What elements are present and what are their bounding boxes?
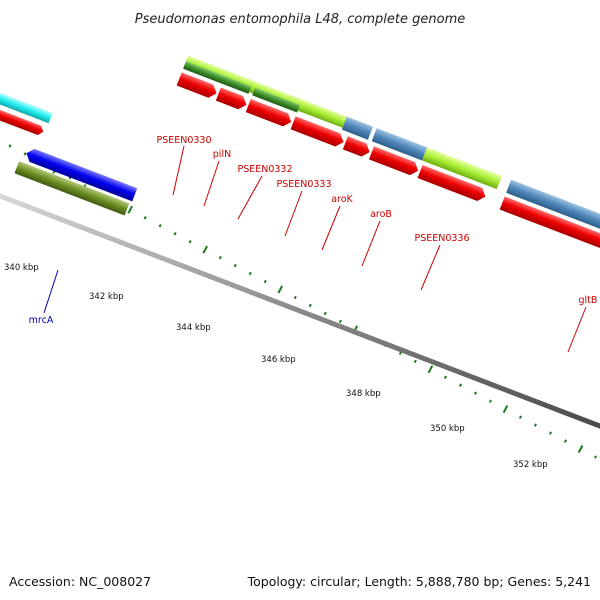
minor-tick: [233, 263, 237, 268]
minor-tick: [263, 279, 267, 284]
lower-feature-track: [14, 148, 138, 216]
upper-feature-track: [0, 55, 600, 277]
leader-line: [420, 244, 441, 291]
gene-label-pseen0336: PSEEN0336: [414, 233, 469, 244]
genome-backbone: [0, 193, 600, 429]
feature-lime: [422, 147, 502, 190]
minor-tick: [218, 255, 222, 260]
minor-tick: [458, 383, 462, 387]
tick-label: 348 kbp: [346, 389, 381, 399]
major-tick: [577, 445, 584, 454]
tick-label: 350 kbp: [430, 424, 465, 434]
feature-dark-green: [252, 87, 300, 113]
minor-tick: [518, 415, 522, 419]
minor-tick: [488, 399, 492, 403]
cds-arrow: [368, 146, 419, 176]
tick-label: 346 kbp: [261, 355, 296, 365]
cds-arrow: [342, 136, 370, 157]
cds-arrow: [176, 72, 217, 98]
minor-tick: [308, 303, 312, 308]
cds-arrow: [0, 108, 44, 136]
cds-arrow: [245, 99, 292, 127]
feature-lime: [183, 55, 347, 128]
major-tick: [127, 205, 133, 214]
leader-line: [567, 306, 587, 353]
leader-line: [172, 145, 185, 196]
minor-tick: [563, 439, 568, 443]
gene-label-gltb: gltB: [579, 295, 598, 306]
tick-label: 352 kbp: [513, 460, 548, 470]
minor-tick: [23, 152, 27, 156]
leader-line: [237, 175, 263, 220]
tick-label: 340 kbp: [4, 263, 39, 273]
leader-line: [203, 160, 220, 207]
minor-tick: [158, 224, 162, 228]
minor-tick: [548, 431, 552, 435]
gene-label-pseen0333: PSEEN0333: [276, 179, 331, 190]
minor-tick: [248, 271, 252, 276]
minor-tick: [8, 144, 12, 148]
minor-tick: [143, 216, 147, 220]
minor-tick: [594, 455, 598, 459]
minor-tick: [188, 239, 192, 244]
feature-cyan: [0, 91, 53, 124]
minor-tick: [293, 295, 297, 300]
map-title: Pseudomonas entomophila L48, complete ge…: [135, 12, 466, 27]
major-tick: [502, 405, 509, 414]
minor-tick: [173, 231, 177, 236]
gene-label-arob: aroB: [370, 209, 392, 220]
cds-arrow: [215, 87, 247, 110]
minor-tick: [398, 351, 402, 356]
accession-text: Accession: NC_008027: [9, 574, 151, 589]
cds-arrow: [290, 116, 344, 147]
minor-tick: [533, 423, 537, 427]
minor-tick: [413, 359, 417, 363]
gene-label-leaders: [172, 145, 587, 353]
major-tick: [202, 245, 208, 254]
tick-labels: 340 kbp 342 kbp 344 kbp 346 kbp 348 kbp …: [4, 263, 548, 470]
leader-line: [361, 220, 381, 267]
gene-label-arok: aroK: [331, 194, 353, 205]
feature-steel-blue: [371, 128, 428, 161]
gene-label-pseen0332: PSEEN0332: [237, 164, 292, 175]
leader-line: [321, 205, 341, 251]
feature-olive: [14, 161, 130, 216]
leader-line: [284, 190, 303, 237]
major-tick: [427, 365, 434, 374]
minor-tick: [443, 375, 447, 379]
minor-tick: [473, 391, 477, 395]
feature-dark-green: [183, 61, 252, 94]
leader-line: [43, 269, 59, 314]
cds-arrow: [417, 164, 486, 201]
feature-steel-blue: [506, 179, 600, 254]
tick-label: 342 kbp: [89, 292, 124, 302]
cds-arrow: [499, 196, 600, 277]
feature-steel-blue: [341, 116, 373, 140]
gene-label-mrca: mrcA: [29, 315, 54, 326]
genome-summary-text: Topology: circular; Length: 5,888,780 bp…: [247, 574, 591, 589]
gene-label-piln: pilN: [213, 149, 231, 160]
major-tick: [277, 285, 283, 294]
tick-label: 344 kbp: [176, 323, 211, 333]
gene-labels: PSEEN0330 pilN PSEEN0332 PSEEN0333 aroK …: [29, 135, 598, 326]
gene-label-pseen0330: PSEEN0330: [156, 135, 211, 146]
feature-blue-arrow: [26, 148, 138, 202]
minor-tick: [323, 311, 327, 316]
minor-tick: [338, 319, 342, 324]
